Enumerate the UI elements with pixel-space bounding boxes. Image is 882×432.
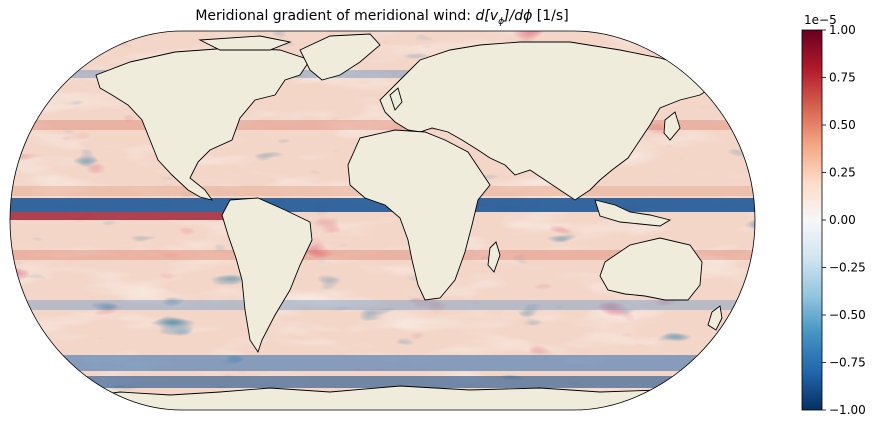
ocean-field <box>10 31 755 410</box>
colorbar-multiplier: 1e−5 <box>804 13 837 27</box>
north-america <box>95 47 311 201</box>
chart-title: Meridional gradient of meridional wind: … <box>0 8 764 27</box>
indonesia <box>594 199 672 227</box>
arctic-islands <box>198 35 292 51</box>
colorbar-tick-label: −0.25 <box>829 261 866 275</box>
australia <box>599 237 703 301</box>
colorbar-tick-label: −0.50 <box>829 308 866 322</box>
equatorial-positive-band <box>10 212 230 220</box>
colorbar-tick-label: 0.50 <box>829 118 856 132</box>
colorbar-fill <box>801 29 823 411</box>
uk <box>389 87 403 111</box>
new-zealand <box>707 305 723 331</box>
antarctica <box>10 385 755 410</box>
title-math-sub: ϕ <box>498 16 505 27</box>
japan <box>663 111 681 141</box>
title-units: [1/s] <box>532 8 569 24</box>
globe-outline <box>9 30 756 411</box>
colorbar-tick-label: 0.75 <box>829 71 856 85</box>
africa <box>347 129 491 301</box>
title-math: d[v <box>475 8 499 24</box>
title-prefix: Meridional gradient of meridional wind: <box>195 8 476 24</box>
greenland <box>299 33 381 81</box>
colorbar-tick-label: 0.00 <box>829 213 856 227</box>
colorbar-tick-label: −0.75 <box>829 356 866 370</box>
madagascar <box>487 241 501 273</box>
colorbar-ticks: 1.00 0.75 0.50 0.25 0.00 −0.25 −0.50 −0.75 −1.00 <box>822 23 866 417</box>
colorbar-tick-label: 1.00 <box>829 23 856 37</box>
world-map <box>9 30 756 411</box>
colorbar-tick-label: −1.00 <box>829 403 866 417</box>
equatorial-negative-band <box>10 198 755 212</box>
continents <box>10 33 755 410</box>
colorbar-tick-label: 0.25 <box>829 166 856 180</box>
eurasia <box>379 41 721 201</box>
south-america <box>221 197 313 354</box>
title-math-suffix: ]/dϕ <box>504 8 533 24</box>
